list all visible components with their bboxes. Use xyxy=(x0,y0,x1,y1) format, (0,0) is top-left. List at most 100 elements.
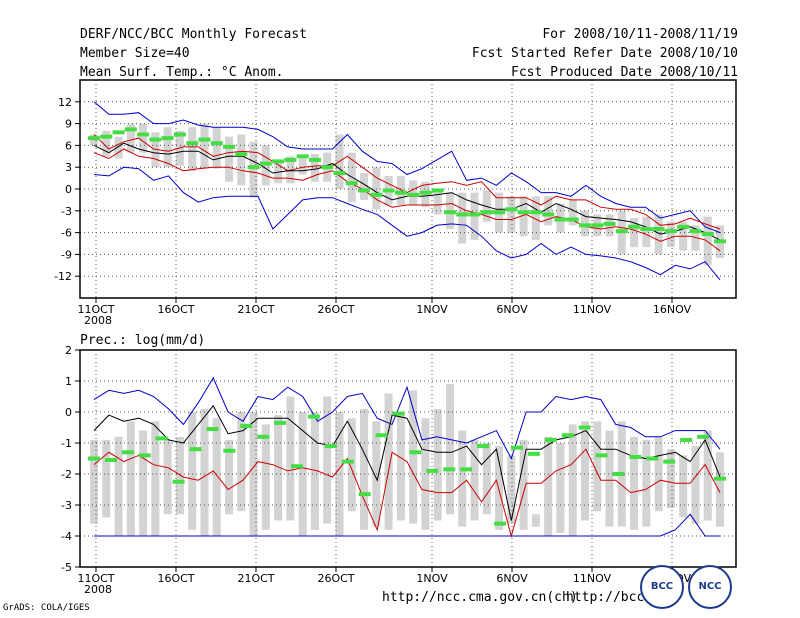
median-mark xyxy=(443,210,456,215)
series-max-line xyxy=(93,376,721,460)
x-tick-label: 6NOV xyxy=(496,572,528,585)
footer-url-bcc[interactable]: http://bcc.c xyxy=(566,590,660,605)
median-mark xyxy=(172,479,185,484)
median-mark xyxy=(358,188,371,193)
ensemble-box xyxy=(630,436,639,530)
ensemble-box xyxy=(703,216,712,266)
ensemble-box xyxy=(200,123,209,169)
ensemble-box xyxy=(139,123,148,153)
median-mark xyxy=(394,190,407,195)
median-mark xyxy=(189,447,202,452)
ensemble-box xyxy=(335,412,344,536)
median-mark xyxy=(341,459,354,464)
median-mark xyxy=(138,453,151,458)
median-mark xyxy=(431,188,444,193)
ensemble-box xyxy=(396,175,405,205)
ensemble-box xyxy=(593,421,602,512)
median-mark xyxy=(554,217,567,222)
ensemble-box xyxy=(163,127,172,168)
median-mark xyxy=(235,152,248,157)
ensemble-box xyxy=(691,446,700,524)
median-mark xyxy=(510,445,523,450)
median-mark xyxy=(494,521,507,526)
ensemble-box xyxy=(605,430,614,527)
ensemble-box xyxy=(114,136,123,159)
produced-date: Fcst Produced Date 2008/10/11 xyxy=(511,65,738,80)
median-mark xyxy=(493,210,506,215)
median-mark xyxy=(663,459,676,464)
ensemble-box xyxy=(360,173,369,200)
ensemble-box xyxy=(360,408,369,530)
ensemble-box xyxy=(679,455,688,518)
median-mark xyxy=(155,436,168,441)
x-tick-label: 1NOV xyxy=(416,303,448,316)
title-line-1: DERF/NCC/BCC Monthly Forecast xyxy=(80,27,307,42)
precip-panel-label: Prec.: log(mm/d) xyxy=(80,333,206,348)
ensemble-box xyxy=(470,439,479,521)
median-mark xyxy=(714,476,726,481)
y-tick-label: 2 xyxy=(65,344,72,357)
median-mark xyxy=(210,141,223,146)
ensemble-box xyxy=(507,196,516,233)
median-mark xyxy=(527,451,540,456)
x-tick-label: 6NOV xyxy=(496,303,528,316)
ensemble-box xyxy=(102,439,111,518)
y-tick-label: -1 xyxy=(61,437,72,450)
ensemble-box xyxy=(433,408,442,521)
ensemble-box xyxy=(568,424,577,536)
y-tick-label: -12 xyxy=(54,270,72,283)
series-lower-line xyxy=(93,448,721,538)
y-tick-label: 9 xyxy=(65,118,72,131)
ensemble-box xyxy=(90,439,98,524)
ensemble-box xyxy=(102,130,111,157)
ensemble-box xyxy=(298,158,307,175)
ensemble-box xyxy=(458,430,467,527)
ensemble-box xyxy=(482,443,491,515)
start-date: Fcst Started Refer Date 2008/10/10 xyxy=(471,46,738,61)
ensemble-box xyxy=(384,393,393,530)
median-mark xyxy=(677,224,690,229)
title-line-3: Mean Surf. Temp.: °C Anom. xyxy=(80,65,284,80)
median-mark xyxy=(324,444,337,449)
median-mark xyxy=(149,137,162,142)
median-mark xyxy=(578,223,591,228)
ensemble-box xyxy=(188,127,197,171)
y-tick-label: -9 xyxy=(61,248,72,261)
ensemble-box xyxy=(716,452,724,527)
ensemble-box xyxy=(458,192,467,244)
median-mark xyxy=(296,154,309,159)
median-mark xyxy=(137,132,150,137)
median-mark xyxy=(247,165,260,170)
median-mark xyxy=(198,137,211,142)
median-mark xyxy=(240,423,253,428)
median-mark xyxy=(477,444,490,449)
median-mark xyxy=(173,132,186,137)
series-lower-line xyxy=(93,148,721,252)
median-mark xyxy=(307,414,320,419)
ensemble-box xyxy=(126,421,135,536)
ensemble-box xyxy=(409,390,418,524)
x-year-label: 2008 xyxy=(84,314,112,327)
ensemble-box xyxy=(249,412,258,536)
series-mean-line xyxy=(93,142,721,241)
median-mark xyxy=(697,434,710,439)
median-mark xyxy=(223,448,236,453)
ensemble-box xyxy=(212,127,221,169)
median-mark xyxy=(161,136,174,141)
ensemble-box xyxy=(310,154,319,182)
footer-url-cma[interactable]: http://ncc.cma.gov.cn(ch) xyxy=(382,590,578,605)
median-mark xyxy=(419,190,432,195)
ensemble-box xyxy=(519,196,528,237)
median-mark xyxy=(426,468,439,473)
median-mark xyxy=(88,136,100,141)
median-mark xyxy=(689,229,702,234)
median-mark xyxy=(566,217,579,222)
median-mark xyxy=(460,467,473,472)
series-min-line xyxy=(94,513,720,537)
median-mark xyxy=(629,454,642,459)
ensemble-box xyxy=(188,412,197,530)
ensemble-box xyxy=(212,418,221,536)
ensemble-box xyxy=(666,449,675,509)
ensemble-box xyxy=(163,439,172,515)
